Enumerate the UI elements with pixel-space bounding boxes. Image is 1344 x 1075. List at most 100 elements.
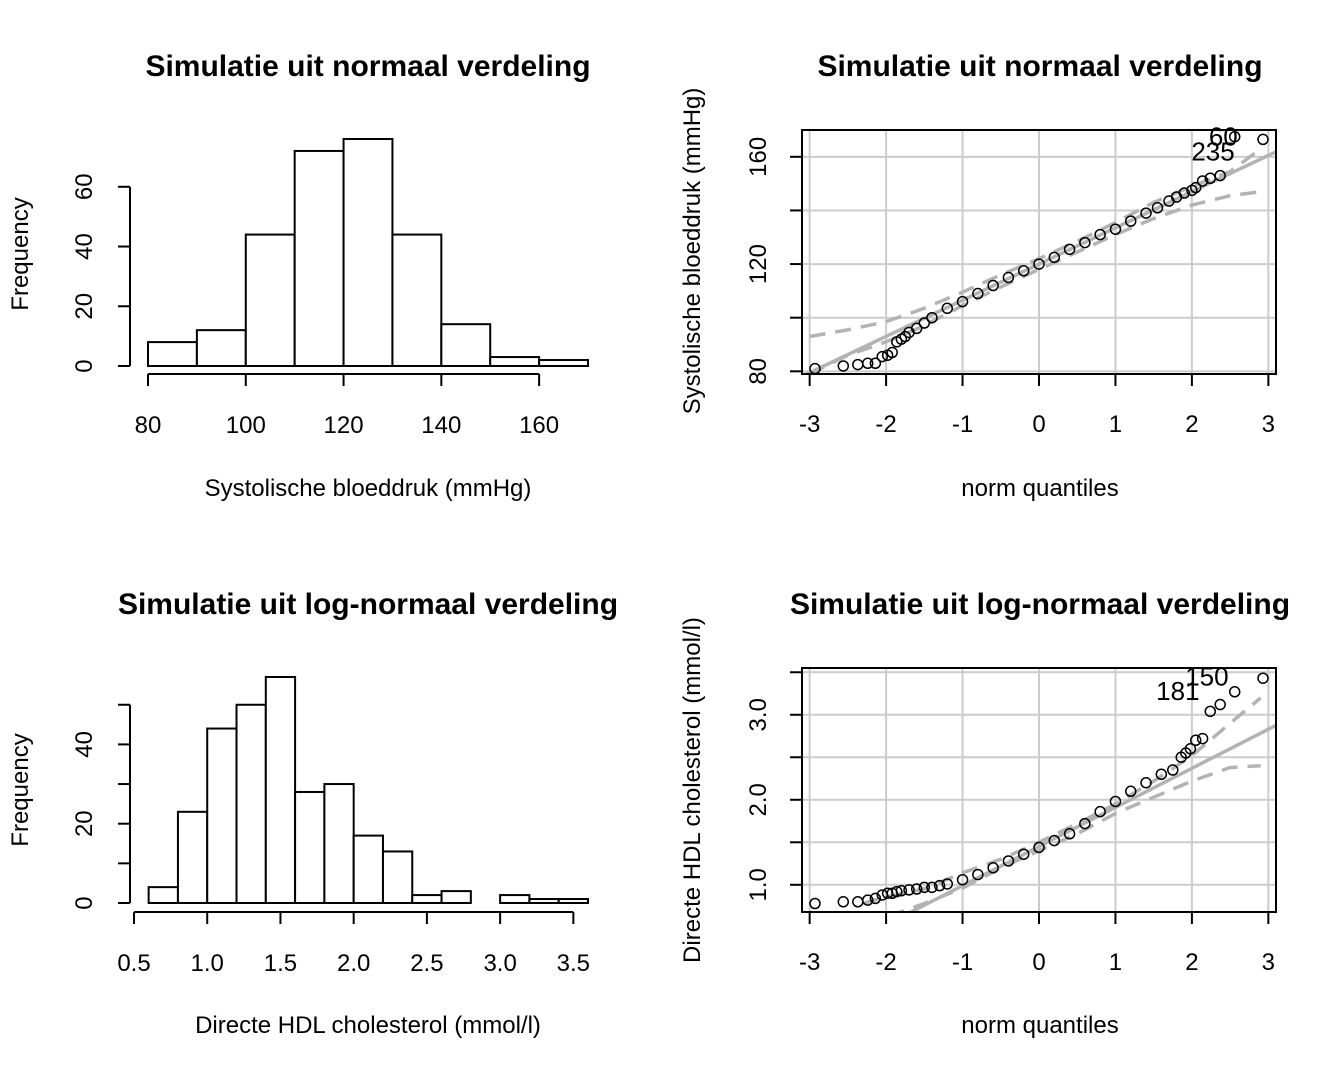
x-tick-label: 1 [1109,949,1122,976]
data-point [1094,805,1106,818]
x-tick-label: 3.0 [483,950,516,977]
reference-line [907,723,1276,912]
data-point [1048,834,1061,847]
data-point [918,317,931,329]
data-point [1155,768,1168,781]
histogram-bar [499,894,531,905]
x-tick-label: 1.5 [264,950,297,977]
data-point [910,322,923,335]
x-tick-label: 120 [324,412,364,439]
data-point [1196,175,1209,187]
chart-title: Simulatie uit log-normaal verdeling [790,588,1290,621]
x-tick-label: 0.5 [117,950,150,977]
histogram-bar [440,323,492,367]
data-point [1033,841,1045,854]
histogram-bar [381,850,414,904]
chart-title: Simulatie uit log-normaal verdeling [118,588,618,621]
x-tick-label: 2 [1185,949,1198,976]
histogram-bar [411,894,443,905]
data-point [1140,777,1152,789]
data-point [861,894,874,906]
histogram-bar [147,341,198,367]
histogram-bar [206,727,238,905]
plot-area [802,130,1276,374]
panel-qqplot-normal: Simulatie uit normaal verdeling norm qua… [679,50,1277,502]
plot-area [802,668,1276,912]
data-point [1124,785,1137,798]
data-point [941,878,954,890]
data-point [1048,251,1061,264]
data-point [1204,705,1217,718]
x-axis-label: Systolische bloeddruk (mmHg) [205,475,532,502]
x-tick-label: 3.5 [557,950,590,977]
x-tick-label: 100 [226,412,266,439]
y-tick-label: 2.0 [745,783,772,816]
chart-title: Simulatie uit normaal verdeling [145,50,590,83]
panel-histogram-lognormal: Simulatie uit log-normaal verdeling Dire… [7,588,618,1039]
histogram-bar [264,676,297,904]
data-point [1094,228,1106,241]
histogram-bar [440,890,472,905]
histogram-bar [391,233,443,367]
data-point [1196,732,1209,745]
x-tick-label: 3 [1262,411,1275,438]
data-point [972,287,984,300]
y-tick-label: 40 [71,731,98,758]
data-point [1228,686,1241,698]
x-tick-label: 160 [519,412,559,439]
x-tick-label: 1 [1109,411,1122,438]
y-axis-label: Frequency [7,197,34,310]
data-point [869,892,882,905]
point-label: 181 [1156,676,1199,706]
data-point [895,884,908,897]
data-point [1257,133,1269,146]
y-axis-label: Systolische bloeddruk (mmHg) [679,88,706,415]
y-tick-label: 20 [71,293,98,320]
y-tick-label: 80 [745,358,772,385]
data-point [933,879,946,892]
data-point [1257,672,1269,684]
data-point [861,357,874,370]
data-point [1063,243,1076,256]
data-point [1189,181,1202,194]
y-tick-label: 1.0 [745,868,772,901]
data-point [1033,258,1045,270]
x-tick-label: -3 [799,411,820,438]
data-point [869,357,882,370]
histogram-bar [352,834,384,905]
data-point [1228,130,1241,143]
data-point [926,311,938,324]
x-tick-label: -1 [952,411,973,438]
x-tick-label: -3 [799,949,820,976]
data-point [1189,734,1202,747]
x-tick-label: 1.0 [191,950,224,977]
x-tick-label: -2 [875,411,896,438]
x-tick-label: 0 [1032,411,1045,438]
data-point [1124,215,1137,227]
data-point [903,884,915,896]
y-tick-label: 120 [745,244,772,284]
panel-histogram-normal: Simulatie uit normaal verdeling Systolis… [7,50,591,502]
x-tick-label: 3 [1262,949,1275,976]
data-point [956,295,969,308]
data-point [1002,271,1015,284]
data-point [972,868,984,881]
histogram-bar [195,329,247,368]
data-point [852,358,864,371]
confidence-envelope-lower [895,764,1261,912]
data-point [1079,236,1091,249]
histogram-bar [244,233,296,367]
y-tick-label: 160 [745,137,772,177]
x-tick-label: -2 [875,949,896,976]
histogram-bar [147,886,179,905]
y-axis-label: Directe HDL cholesterol (mmol/l) [679,617,706,963]
data-point [1109,795,1122,808]
x-axis-label: Directe HDL cholesterol (mmol/l) [195,1012,541,1039]
y-tick-label: 20 [71,810,98,837]
data-point [809,897,821,910]
x-tick-label: 2.5 [410,950,443,977]
histogram-bar [176,810,209,904]
data-point [1017,265,1030,277]
histogram-bar [342,138,394,367]
histogram-bar [538,359,589,367]
